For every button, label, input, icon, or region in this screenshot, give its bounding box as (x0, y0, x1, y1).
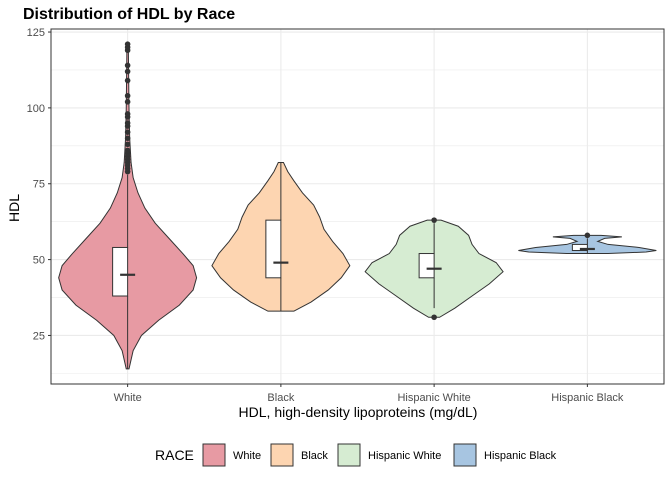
y-tick-label: 125 (27, 27, 45, 39)
legend-label: White (233, 450, 261, 462)
y-tick-label: 50 (33, 255, 45, 267)
outlier-point (124, 135, 131, 142)
outlier-point (124, 92, 131, 99)
box (418, 253, 435, 279)
y-tick-label: 100 (27, 103, 45, 115)
legend-label: Black (301, 450, 328, 462)
y-axis-title: HDL (6, 194, 22, 222)
legend: RACE White Black Hispanic White Hispanic Bl… (155, 443, 557, 467)
outlier-point (124, 129, 131, 135)
x-tick-label: Hispanic White (397, 392, 470, 404)
x-axis-title: HDL, high-density lipoproteins (mg/dL) (239, 404, 478, 420)
legend-key (270, 443, 294, 467)
legend-key (202, 443, 226, 467)
box (571, 243, 588, 251)
outlier-point (124, 141, 131, 148)
x-tick-label: White (114, 392, 142, 404)
outlier-point (124, 68, 131, 75)
outlier-point (124, 41, 131, 47)
legend-label: Hispanic Black (484, 450, 557, 462)
y-tick-label: 75 (33, 179, 45, 191)
chart-title: Distribution of HDL by Race (23, 6, 235, 23)
outlier-point (431, 217, 437, 223)
outlier-point (124, 147, 131, 154)
y-tick-label: 25 (33, 330, 45, 342)
box (112, 246, 129, 297)
outlier-point (124, 111, 131, 117)
outlier-point (124, 120, 131, 126)
legend-label: Hispanic White (368, 450, 441, 462)
outlier-point (124, 62, 131, 69)
legend-title: RACE (155, 447, 194, 463)
box (265, 219, 282, 279)
plot-panel: 25 50 75 100 125 White Black Hispanic White Hisp… (27, 27, 665, 404)
outlier-point (584, 232, 591, 239)
x-tick-label: Black (267, 392, 294, 404)
x-tick-label: Hispanic Black (551, 392, 624, 404)
outlier-point (124, 99, 131, 105)
outlier-point (431, 314, 437, 321)
legend-key (453, 443, 477, 467)
plot-border (50, 28, 665, 385)
legend-key (337, 443, 361, 467)
outlier-point (124, 77, 131, 84)
